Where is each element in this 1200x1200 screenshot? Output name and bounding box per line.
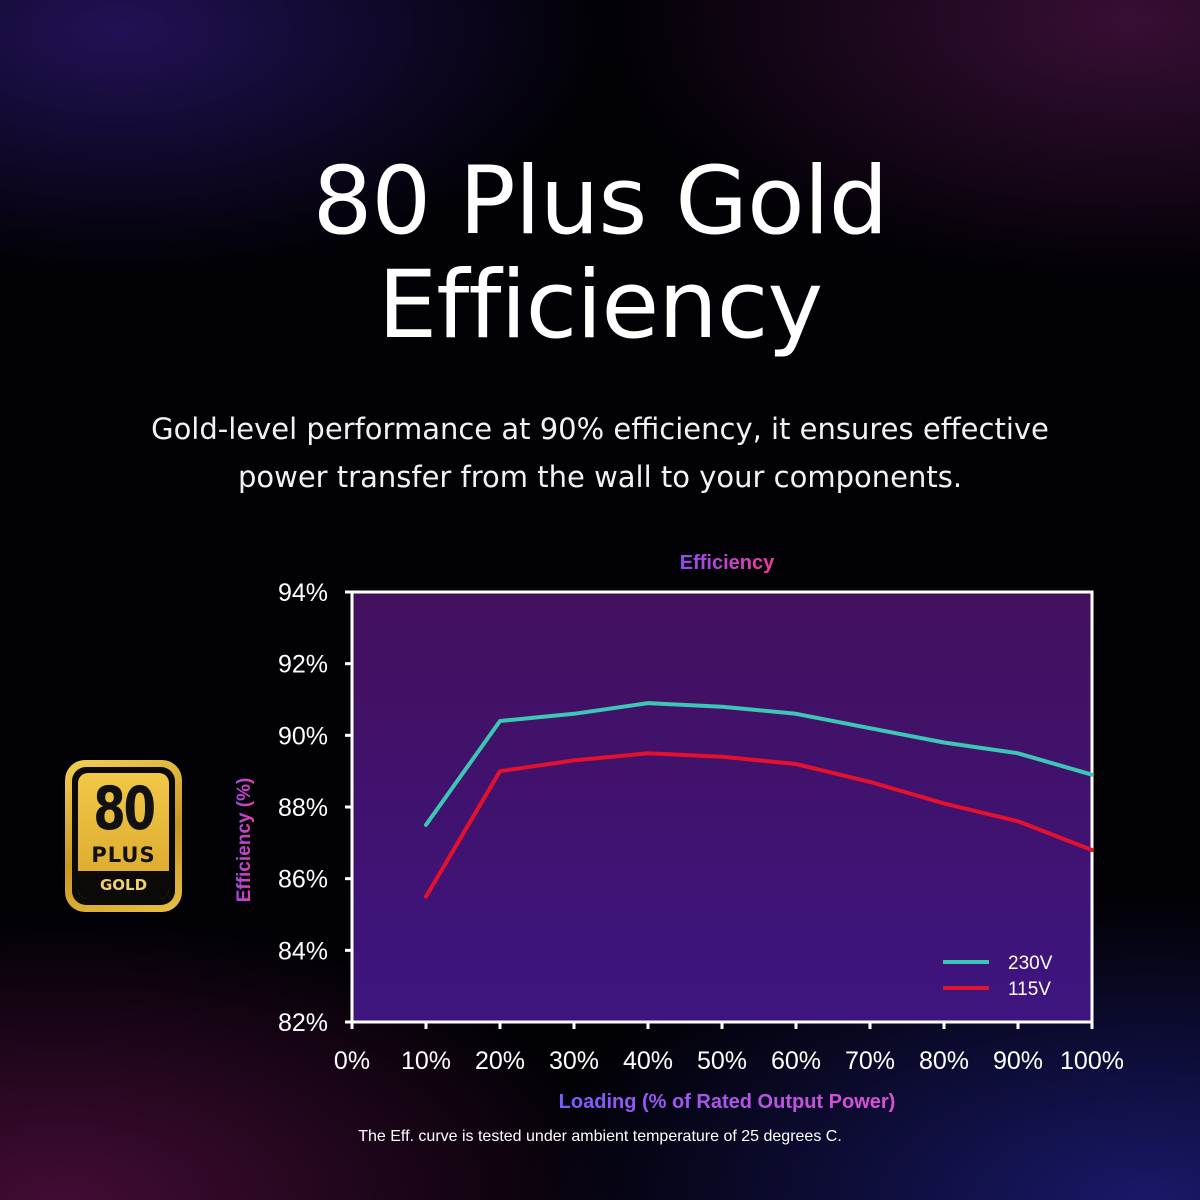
x-tick-label: 70% — [845, 1047, 895, 1075]
x-tick-label: 60% — [771, 1047, 821, 1075]
x-tick-label: 40% — [623, 1047, 673, 1075]
x-tick-label: 0% — [334, 1047, 370, 1075]
x-tick-label: 50% — [697, 1047, 747, 1075]
page-title-line-1: 80 Plus Gold — [312, 147, 889, 256]
footnote: The Eff. curve is tested under ambient t… — [358, 1128, 842, 1145]
x-tick-label: 30% — [549, 1047, 599, 1075]
legend-label-230V: 230V — [1008, 953, 1053, 974]
page-subtitle: Gold-level performance at 90% efficiency… — [100, 405, 1100, 501]
series-line-115V — [424, 751, 1094, 899]
series-layer — [424, 701, 1094, 899]
page-title: 80 Plus Gold Efficiency — [0, 150, 1200, 358]
efficiency-chart: Efficiency Loading (% of Rated Output Po… — [234, 552, 1124, 1113]
page-title-line-2: Efficiency — [377, 251, 823, 360]
x-tick-label: 100% — [1060, 1047, 1124, 1075]
y-tick-label: 94% — [278, 579, 328, 607]
y-tick-label: 88% — [278, 794, 328, 822]
badge-face: 80 PLUS GOLD — [78, 773, 169, 899]
page-subtitle-line-1: Gold-level performance at 90% efficiency… — [151, 412, 1049, 446]
chart-title: Efficiency — [680, 552, 775, 574]
page-subtitle-line-2: power transfer from the wall to your com… — [237, 460, 963, 494]
x-tick-label: 20% — [475, 1047, 525, 1075]
x-tick-label: 80% — [919, 1047, 969, 1075]
x-tick-label: 10% — [401, 1047, 451, 1075]
badge-frame: 80 PLUS GOLD — [72, 767, 175, 905]
x-axis-label: Loading (% of Rated Output Power) — [559, 1091, 896, 1113]
chart-legend: 230V 115V — [943, 953, 1053, 1000]
y-tick-label: 92% — [278, 651, 328, 679]
legend-label-115V: 115V — [1008, 979, 1051, 1000]
y-tick-label: 86% — [278, 866, 328, 894]
y-tick-label: 82% — [278, 1009, 328, 1037]
y-tick-label: 90% — [278, 722, 328, 750]
axis-ticks: 0% 10% 20% 30% 40% 50% 60% 70% 80% 90% 100% 82% 84% 8… — [278, 579, 1124, 1075]
series-line-230V — [424, 701, 1094, 827]
badge-plus-text: PLUS — [91, 843, 156, 867]
80-plus-gold-badge: 80 PLUS GOLD — [65, 760, 182, 912]
x-tick-label: 90% — [993, 1047, 1043, 1075]
plot-area — [352, 592, 1092, 1022]
badge-level-text: GOLD — [78, 871, 169, 899]
y-axis-label: Efficiency (%) — [234, 778, 255, 903]
badge-number: 80 — [93, 774, 156, 844]
y-tick-label: 84% — [278, 937, 328, 965]
